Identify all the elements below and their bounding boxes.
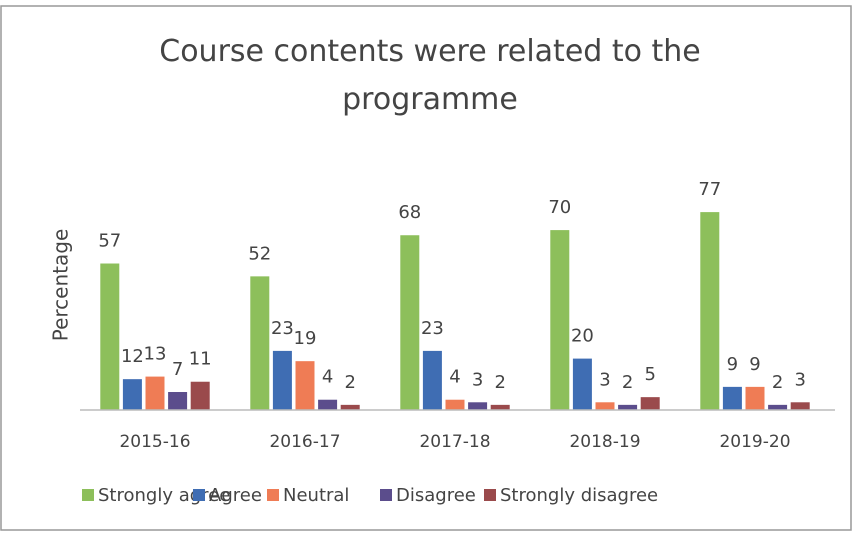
chart-title: Course contents were related to the prog… [159,34,701,117]
bar [490,404,510,410]
bar [790,402,810,410]
data-label: 57 [98,231,121,252]
bar [340,404,360,410]
x-tick-label: 2017-18 [419,432,490,452]
data-label: 2 [344,372,355,393]
bar [272,350,292,410]
data-label: 23 [421,318,444,339]
data-label: 3 [794,369,805,390]
x-tick-label: 2015-16 [119,432,190,452]
legend-label: Disagree [396,485,476,506]
data-label: 5 [644,364,655,385]
legend-swatch [267,489,279,501]
data-label: 52 [248,243,271,264]
bar [550,230,570,410]
data-label: 3 [472,369,483,390]
bar [122,379,142,410]
bar [572,358,592,410]
bar [445,399,465,410]
bar [640,397,660,410]
data-label: 2 [622,372,633,393]
bar [190,381,210,410]
legend-label: Neutral [283,485,349,506]
x-tick-label: 2018-19 [569,432,640,452]
data-label: 2 [772,372,783,393]
data-label: 12 [121,346,144,367]
data-label: 4 [449,367,460,388]
legend-label: Agree [209,485,262,506]
legend-swatch [82,489,94,501]
bar [722,386,742,410]
data-label: 7 [172,359,183,380]
bar [700,212,720,410]
x-tick-label: 2019-20 [719,432,790,452]
bar [745,386,765,410]
data-label: 20 [571,326,594,347]
data-label: 9 [749,354,760,375]
y-axis-label: Percentage [49,229,73,342]
data-label: 4 [322,367,333,388]
data-label: 23 [271,318,294,339]
bar [318,399,338,410]
bar [768,404,788,410]
legend-swatch [380,489,392,501]
bar [618,404,638,410]
data-label: 70 [548,197,571,218]
x-tick-label: 2016-17 [269,432,340,452]
data-label: 19 [294,328,317,349]
bar [422,350,442,410]
chart-border [0,5,852,531]
legend-label: Strongly disagree [500,485,658,506]
bar [468,402,488,410]
data-label: 11 [189,349,212,370]
bar [595,402,615,410]
bar [145,376,165,410]
legend-swatch [193,489,205,501]
data-label: 13 [144,344,167,365]
bar [168,392,188,410]
bar [295,361,315,410]
data-label: 2 [494,372,505,393]
data-label: 9 [727,354,738,375]
data-label: 77 [698,179,721,200]
bar [400,235,420,410]
bar [250,276,270,410]
legend-swatch [484,489,496,501]
data-label: 3 [599,369,610,390]
bar [100,263,120,410]
data-label: 68 [398,202,421,223]
